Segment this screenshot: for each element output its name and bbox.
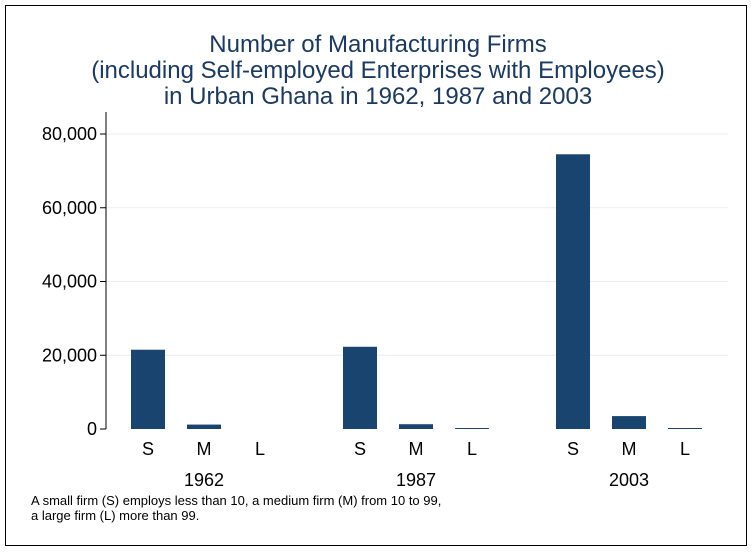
bar-1987-M [399,424,433,429]
chart-title: Number of Manufacturing Firms (including… [91,31,665,110]
category-label: S [142,439,154,459]
category-label: M [622,439,637,459]
category-label: L [255,439,265,459]
title-line-1: Number of Manufacturing Firms [209,31,546,58]
x-axis-labels: S M L 1962 S M L 1987 S M L 2003 [142,439,690,490]
bar-1962-S [131,349,165,429]
title-line-3: in Urban Ghana in 1962, 1987 and 2003 [164,83,592,110]
gridlines [106,133,728,356]
title-line-2: (including Self-employed Enterprises wit… [91,57,665,84]
bar-2003-L [668,428,702,429]
group-label: 1987 [396,470,436,490]
y-tick-label: 40,000 [42,272,97,292]
y-tick-label: 0 [87,419,97,439]
bar-1962-M [187,424,221,429]
y-tick-label: 20,000 [42,345,97,365]
category-label: L [680,439,690,459]
footnote-line-1: A small firm (S) employs less than 10, a… [31,493,441,508]
bar-2003-S [556,154,590,429]
chart-frame: Number of Manufacturing Firms (including… [5,5,747,546]
bars [131,154,702,429]
y-tick-label: 80,000 [42,124,97,144]
category-label: L [467,439,477,459]
group-label: 2003 [609,470,649,490]
footnote-line-2: a large firm (L) more than 99. [31,508,199,523]
bar-1987-L [455,428,489,429]
bar-2003-M [612,416,646,429]
group-label: 1962 [184,470,224,490]
footnote: A small firm (S) employs less than 10, a… [31,493,441,523]
category-label: M [409,439,424,459]
category-label: S [567,439,579,459]
bar-1987-S [343,346,377,429]
y-tick-label: 60,000 [42,198,97,218]
y-axis: 0 20,000 40,000 60,000 80,000 [42,112,107,439]
category-label: S [354,439,366,459]
bar-chart: Number of Manufacturing Firms (including… [31,31,728,523]
category-label: M [197,439,212,459]
